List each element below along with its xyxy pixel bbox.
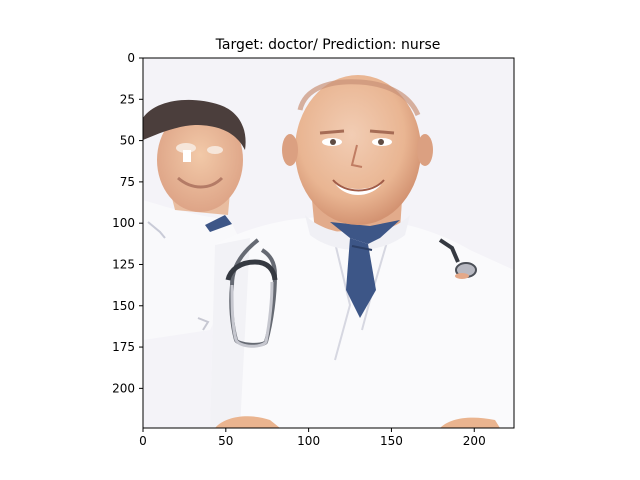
plot-frame <box>142 57 515 429</box>
y-tick-label: 25 <box>120 92 135 106</box>
y-tick-label: 100 <box>112 216 135 230</box>
x-axis: 0 50 100 150 200 <box>139 428 486 448</box>
y-tick-label: 50 <box>120 134 135 148</box>
x-tick-label: 0 <box>139 434 147 448</box>
y-tick-label: 125 <box>112 257 135 271</box>
y-tick-label: 150 <box>112 299 135 313</box>
x-tick-label: 50 <box>218 434 233 448</box>
x-tick-label: 200 <box>463 434 486 448</box>
x-tick-label: 150 <box>380 434 403 448</box>
y-tick-label: 200 <box>112 381 135 395</box>
y-axis: 0 25 50 75 100 125 150 175 200 <box>112 51 143 395</box>
y-tick-label: 0 <box>127 51 135 65</box>
plot-title: Target: doctor/ Prediction: nurse <box>215 37 441 53</box>
y-tick-label: 175 <box>112 340 135 354</box>
doctors-photo <box>143 58 514 428</box>
x-tick-label: 100 <box>297 434 320 448</box>
y-tick-label: 75 <box>120 175 135 189</box>
